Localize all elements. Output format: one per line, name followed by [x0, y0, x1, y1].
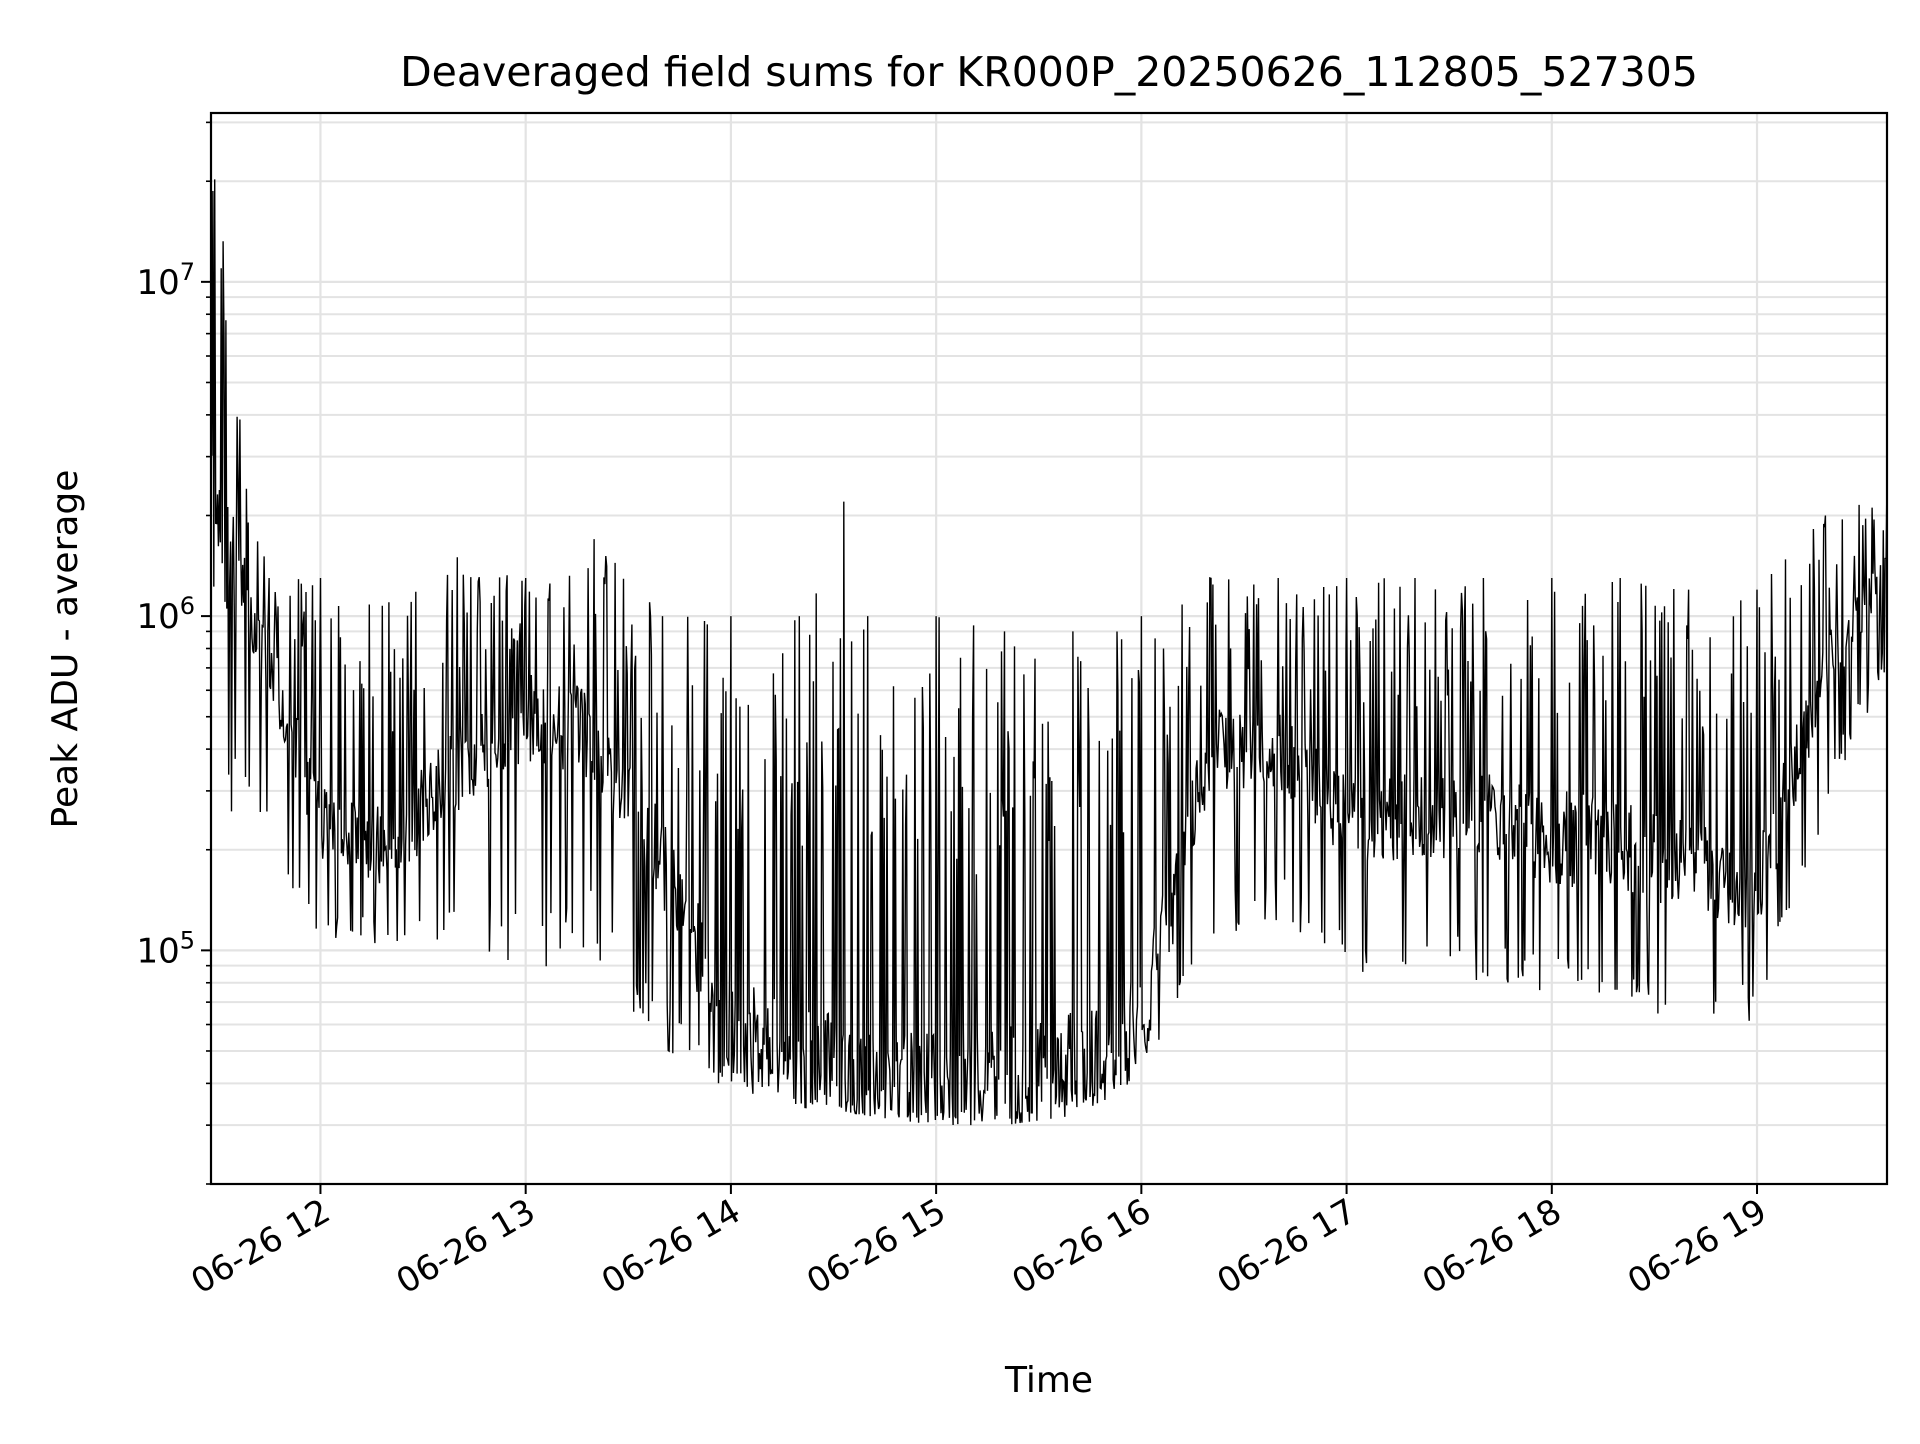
x-axis-label: Time: [1004, 1360, 1093, 1401]
series-line: [210, 148, 1888, 1126]
y-tick-label: 107: [136, 258, 195, 303]
y-tick-label: 106: [136, 592, 195, 637]
chart-title: Deaveraged field sums for KR000P_2025062…: [400, 48, 1698, 96]
y-axis-ticks: 105 106 107: [136, 121, 211, 1185]
series-data: [210, 148, 1888, 1126]
y-tick-label: 105: [136, 926, 195, 971]
y-axis-label: Peak ADU - average: [45, 470, 86, 829]
